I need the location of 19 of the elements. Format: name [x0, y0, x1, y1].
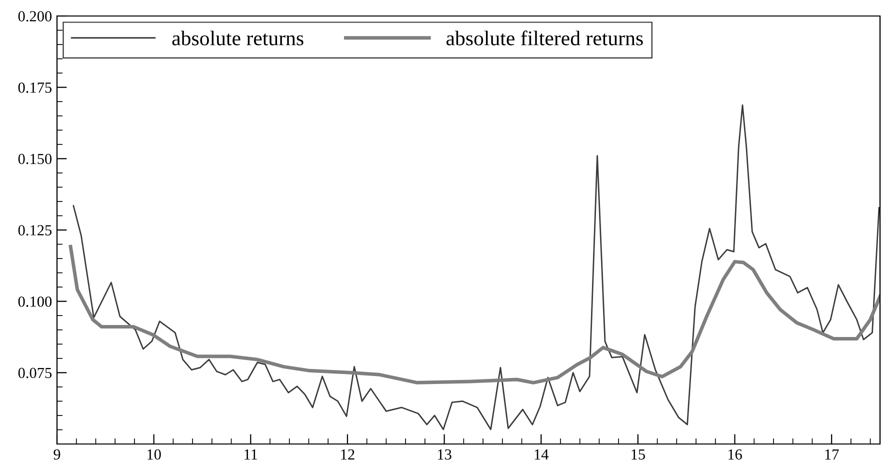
y-tick-label: 0.100	[18, 296, 52, 307]
y-tick-label: 0.125	[18, 225, 52, 236]
x-tick-label: 11	[244, 449, 258, 460]
x-tick-label: 12	[341, 449, 354, 460]
x-tick-label: 10	[148, 449, 161, 460]
y-tick-label: 0.075	[18, 368, 52, 378]
x-tick-label: 16	[728, 449, 742, 460]
y-tick-label: 0.200	[18, 11, 52, 22]
x-tick-label: 15	[632, 449, 645, 460]
x-tick-label: 9	[54, 449, 60, 460]
legend-label: absolute returns	[172, 30, 304, 46]
line-series	[68, 244, 880, 384]
line-series	[72, 104, 880, 430]
x-tick-label: 17	[825, 449, 839, 460]
x-tick-label: 13	[438, 449, 452, 460]
y-tick-label: 0.150	[18, 154, 52, 164]
legend-label: absolute filtered returns	[446, 30, 643, 46]
y-tick-label: 0.175	[18, 82, 52, 93]
x-tick-label: 14	[534, 449, 549, 460]
